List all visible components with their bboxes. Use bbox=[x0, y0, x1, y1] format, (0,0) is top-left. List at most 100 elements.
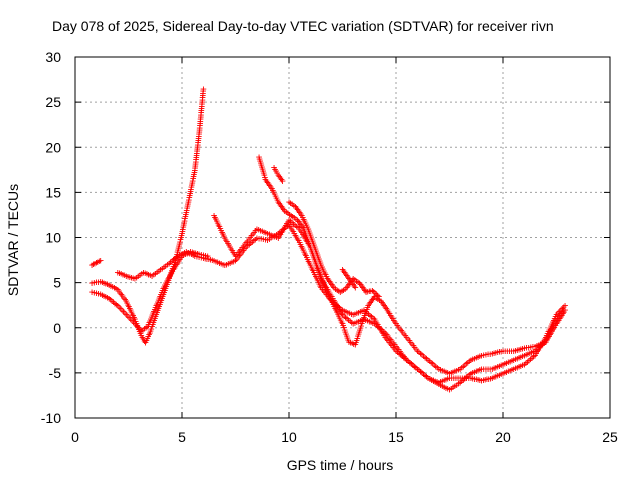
data-point: + bbox=[425, 353, 432, 366]
data-point: + bbox=[460, 360, 467, 373]
data-point: + bbox=[337, 286, 344, 299]
data-point: + bbox=[239, 246, 246, 259]
data-point: + bbox=[348, 275, 355, 288]
data-point: + bbox=[273, 165, 280, 178]
data-point: + bbox=[180, 247, 187, 260]
data-point: + bbox=[528, 341, 535, 354]
data-point: + bbox=[403, 353, 410, 366]
data-point: + bbox=[331, 294, 338, 307]
data-point: + bbox=[523, 357, 530, 370]
data-point: + bbox=[519, 359, 526, 372]
data-point: + bbox=[198, 102, 205, 115]
data-point: + bbox=[551, 312, 558, 325]
data-point: + bbox=[229, 244, 236, 257]
data-point: + bbox=[292, 200, 299, 213]
data-point: + bbox=[355, 328, 362, 341]
data-point: + bbox=[179, 225, 186, 238]
data-point: + bbox=[341, 323, 348, 336]
data-point: + bbox=[89, 259, 96, 272]
data-point: + bbox=[244, 234, 251, 247]
data-point: + bbox=[191, 166, 198, 179]
data-point: + bbox=[372, 286, 379, 299]
data-point: + bbox=[414, 362, 421, 375]
data-point: + bbox=[516, 351, 523, 364]
data-point: + bbox=[426, 355, 433, 368]
data-point: + bbox=[471, 352, 478, 365]
data-point: + bbox=[316, 265, 323, 278]
data-point: + bbox=[262, 173, 269, 186]
data-point: + bbox=[359, 304, 366, 317]
data-point: + bbox=[163, 277, 170, 290]
data-point: + bbox=[186, 247, 193, 260]
data-point: + bbox=[547, 321, 554, 334]
data-point: + bbox=[180, 221, 187, 234]
data-point: + bbox=[258, 232, 265, 245]
data-point: + bbox=[367, 309, 374, 322]
data-point: + bbox=[304, 253, 311, 266]
data-point: + bbox=[397, 322, 404, 335]
data-point: + bbox=[465, 369, 472, 382]
data-point: + bbox=[330, 292, 337, 305]
data-point: + bbox=[458, 375, 465, 388]
data-point: + bbox=[347, 277, 354, 290]
data-point: + bbox=[288, 209, 295, 222]
data-point: + bbox=[540, 334, 547, 347]
data-point: + bbox=[218, 257, 225, 270]
data-point: + bbox=[425, 371, 432, 384]
data-point: + bbox=[444, 372, 451, 385]
data-point: + bbox=[135, 270, 142, 283]
data-point: + bbox=[197, 113, 204, 126]
data-point: + bbox=[153, 299, 160, 312]
data-point: + bbox=[322, 268, 329, 281]
data-point: + bbox=[406, 356, 413, 369]
data-point: + bbox=[491, 362, 498, 375]
data-point: + bbox=[509, 363, 516, 376]
data-point: + bbox=[535, 342, 542, 355]
data-point: + bbox=[501, 357, 508, 370]
data-point: + bbox=[352, 338, 359, 351]
data-point: + bbox=[485, 348, 492, 361]
data-point: + bbox=[434, 375, 441, 388]
data-point: + bbox=[128, 271, 135, 284]
data-point: + bbox=[144, 320, 151, 333]
data-point: + bbox=[284, 217, 291, 230]
data-point: + bbox=[250, 228, 257, 241]
data-point: + bbox=[379, 324, 386, 337]
data-point: + bbox=[457, 371, 464, 384]
data-point: + bbox=[264, 176, 271, 189]
plot-frame bbox=[74, 56, 611, 419]
data-point: + bbox=[270, 186, 277, 199]
data-point: + bbox=[192, 247, 199, 260]
data-point: + bbox=[432, 360, 439, 373]
data-point: + bbox=[353, 316, 360, 329]
data-point: + bbox=[286, 218, 293, 231]
data-point: + bbox=[419, 366, 426, 379]
data-point: + bbox=[317, 270, 324, 283]
data-point: + bbox=[89, 277, 96, 290]
data-point: + bbox=[185, 246, 192, 259]
data-point: + bbox=[158, 288, 165, 301]
data-point: + bbox=[525, 341, 532, 354]
y-tick-label: 20 bbox=[45, 139, 61, 155]
data-point: + bbox=[328, 295, 335, 308]
data-point: + bbox=[166, 272, 173, 285]
data-point: + bbox=[239, 241, 246, 254]
data-point: + bbox=[171, 258, 178, 271]
data-point: + bbox=[312, 256, 319, 269]
data-point: + bbox=[144, 332, 151, 345]
data-point: + bbox=[247, 237, 254, 250]
data-point: + bbox=[537, 338, 544, 351]
data-point: + bbox=[286, 208, 293, 221]
data-point: + bbox=[193, 151, 200, 164]
data-point: + bbox=[366, 298, 373, 311]
data-point: + bbox=[391, 343, 398, 356]
data-point: + bbox=[455, 371, 462, 384]
data-point: + bbox=[260, 167, 267, 180]
data-point: + bbox=[461, 358, 468, 371]
data-point: + bbox=[493, 361, 500, 374]
data-point: + bbox=[552, 316, 559, 329]
data-point: + bbox=[378, 324, 385, 337]
data-point: + bbox=[305, 237, 312, 250]
data-point: + bbox=[198, 248, 205, 261]
data-point: + bbox=[141, 322, 148, 335]
